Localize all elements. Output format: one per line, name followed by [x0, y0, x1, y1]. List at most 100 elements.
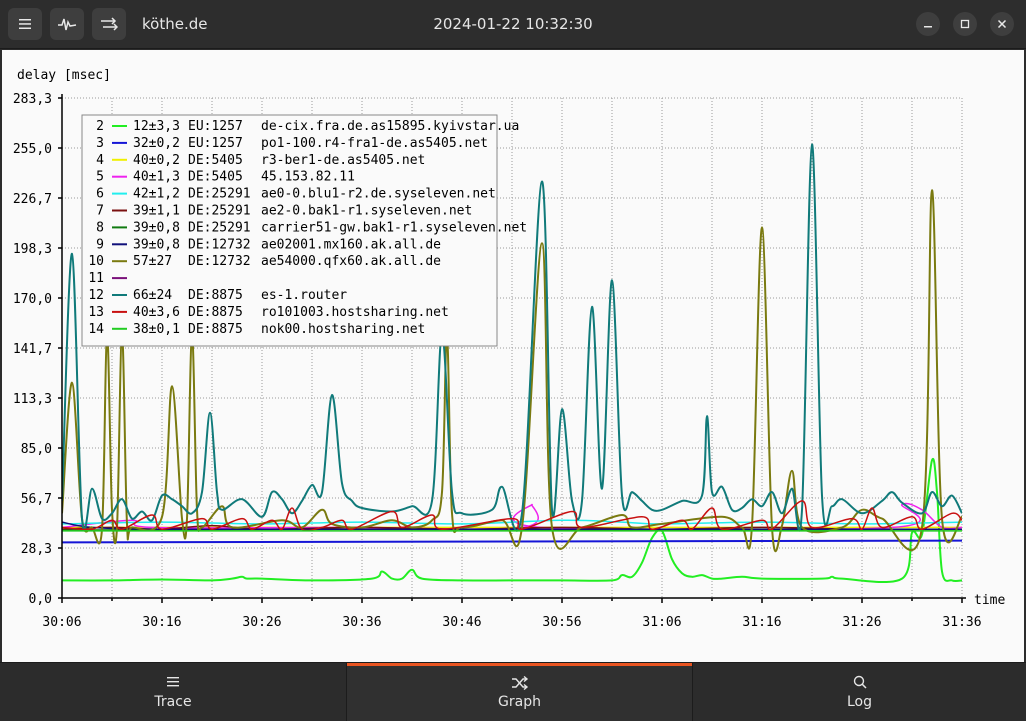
legend-stats: 40±1,3 — [133, 170, 180, 185]
legend-stats: 39±0,8 — [133, 220, 180, 235]
title-bar: köthe.de 2024-01-22 10:32:30 — [0, 0, 1026, 49]
legend-asn: DE:8875 — [188, 322, 243, 337]
search-icon — [853, 675, 867, 689]
y-tick-label: 170,0 — [13, 292, 52, 307]
legend-hop: 2 — [96, 119, 104, 134]
minimize-button[interactable] — [916, 12, 940, 36]
legend-asn: DE:25291 — [188, 220, 251, 235]
close-button[interactable] — [990, 12, 1014, 36]
bottom-tab-bar: Trace Graph Log — [0, 662, 1026, 721]
maximize-button[interactable] — [953, 12, 977, 36]
y-tick-label: 113,3 — [13, 392, 52, 407]
x-tick-label: 31:16 — [742, 615, 781, 630]
tab-graph-label: Graph — [498, 694, 541, 710]
series-line-2 — [62, 457, 962, 584]
legend-asn: DE:25291 — [188, 187, 251, 202]
arrows-swap-icon — [101, 17, 118, 31]
legend-asn: EU:1257 — [188, 136, 243, 151]
y-tick-label: 28,3 — [21, 542, 52, 557]
tab-log-label: Log — [846, 694, 872, 710]
y-tick-label: 198,3 — [13, 242, 52, 257]
y-tick-label: 255,0 — [13, 142, 52, 157]
series-group — [62, 143, 962, 584]
legend-hop: 8 — [96, 220, 104, 235]
series-line-11 — [62, 143, 962, 532]
legend-host: ae02001.mx160.ak.all.de — [261, 237, 441, 252]
series-line-3 — [62, 539, 962, 544]
x-tick-label: 31:06 — [642, 615, 681, 630]
legend-asn: DE:8875 — [188, 288, 243, 303]
legend-hop: 10 — [88, 254, 104, 269]
list-icon — [167, 677, 179, 687]
legend-stats: 39±1,1 — [133, 204, 180, 219]
y-tick-label: 85,0 — [21, 442, 52, 457]
legend-hop: 6 — [96, 187, 104, 202]
legend-hop: 14 — [88, 322, 104, 337]
legend-asn: DE:12732 — [188, 254, 251, 269]
x-tick-label: 30:26 — [242, 615, 281, 630]
graph-panel: 0,0 28,3 56,7 85,0 113,3 141,7 170,0 198,3 226,7… — [2, 50, 1024, 662]
legend-stats: 66±24 — [133, 288, 172, 303]
y-axis-label: delay [msec] — [17, 68, 111, 83]
legend-stats: 32±0,2 — [133, 136, 180, 151]
legend-host: de-cix.fra.de.as15895.kyivstar.ua — [261, 119, 519, 134]
x-tick-label: 30:16 — [142, 615, 181, 630]
x-tick-label: 30:36 — [342, 615, 381, 630]
x-tick-label: 31:36 — [942, 615, 981, 630]
x-tick-label: 30:06 — [42, 615, 81, 630]
pulse-icon — [58, 18, 77, 31]
legend-asn: DE:25291 — [188, 204, 251, 219]
x-tick-label: 31:26 — [842, 615, 881, 630]
tab-graph[interactable]: Graph — [347, 663, 692, 721]
swap-button[interactable] — [92, 8, 126, 40]
tab-divider — [692, 663, 693, 721]
legend-asn: DE:5405 — [188, 170, 243, 185]
delay-chart: 0,0 28,3 56,7 85,0 113,3 141,7 170,0 198,3 226,7… — [13, 68, 1006, 630]
x-tick-label: 30:56 — [542, 615, 581, 630]
graph-mode-button[interactable] — [50, 8, 84, 40]
legend-hop: 9 — [96, 237, 104, 252]
legend-hop: 3 — [96, 136, 104, 151]
legend-stats: 38±0,1 — [133, 322, 180, 337]
y-tick-label: 283,3 — [13, 92, 52, 107]
legend-host: ae0-0.blu1-r2.de.syseleven.net — [261, 187, 496, 202]
hamburger-icon — [19, 19, 31, 29]
y-tick-label: 0,0 — [29, 592, 52, 607]
maximize-icon — [960, 19, 970, 29]
legend-host: ro101003.hostsharing.net — [261, 305, 449, 320]
legend-hop: 7 — [96, 204, 104, 219]
legend-host: r3-ber1-de.as5405.net — [261, 153, 425, 168]
legend-hop: 13 — [88, 305, 104, 320]
y-tick-label: 226,7 — [13, 192, 52, 207]
legend-host: ae54000.qfx60.ak.all.de — [261, 254, 441, 269]
legend-hop: 12 — [88, 288, 104, 303]
legend-asn: EU:1257 — [188, 119, 243, 134]
legend-hop: 11 — [88, 271, 104, 286]
y-tick-label: 56,7 — [21, 492, 52, 507]
legend-box — [81, 114, 498, 347]
legend-host: 45.153.82.11 — [261, 170, 355, 185]
x-axis-label: time — [974, 593, 1005, 608]
tab-divider — [346, 663, 347, 721]
legend-hop: 4 — [96, 153, 104, 168]
legend-host: po1-100.r4-fra1-de.as5405.net — [261, 136, 488, 151]
menu-button[interactable] — [8, 8, 42, 40]
close-icon — [997, 19, 1007, 29]
legend-host: carrier51-gw.bak1-r1.syseleven.net — [261, 220, 527, 235]
legend-stats: 40±3,6 — [133, 305, 180, 320]
tab-log[interactable]: Log — [693, 663, 1026, 721]
legend-host: ae2-0.bak1-r1.syseleven.net — [261, 204, 472, 219]
x-tick-label: 30:46 — [442, 615, 481, 630]
series-line-12 — [62, 500, 962, 532]
tab-trace[interactable]: Trace — [0, 663, 346, 721]
legend-host: es-1.router — [261, 288, 347, 303]
legend-stats: 39±0,8 — [133, 237, 180, 252]
legend-stats: 57±27 — [133, 254, 172, 269]
legend-stats: 12±3,3 — [133, 119, 180, 134]
legend-asn: DE:12732 — [188, 237, 251, 252]
tab-trace-label: Trace — [154, 694, 192, 710]
legend-host: nok00.hostsharing.net — [261, 322, 425, 337]
legend-hop: 5 — [96, 170, 104, 185]
window-title: köthe.de — [142, 15, 208, 33]
legend-stats: 42±1,2 — [133, 187, 180, 202]
